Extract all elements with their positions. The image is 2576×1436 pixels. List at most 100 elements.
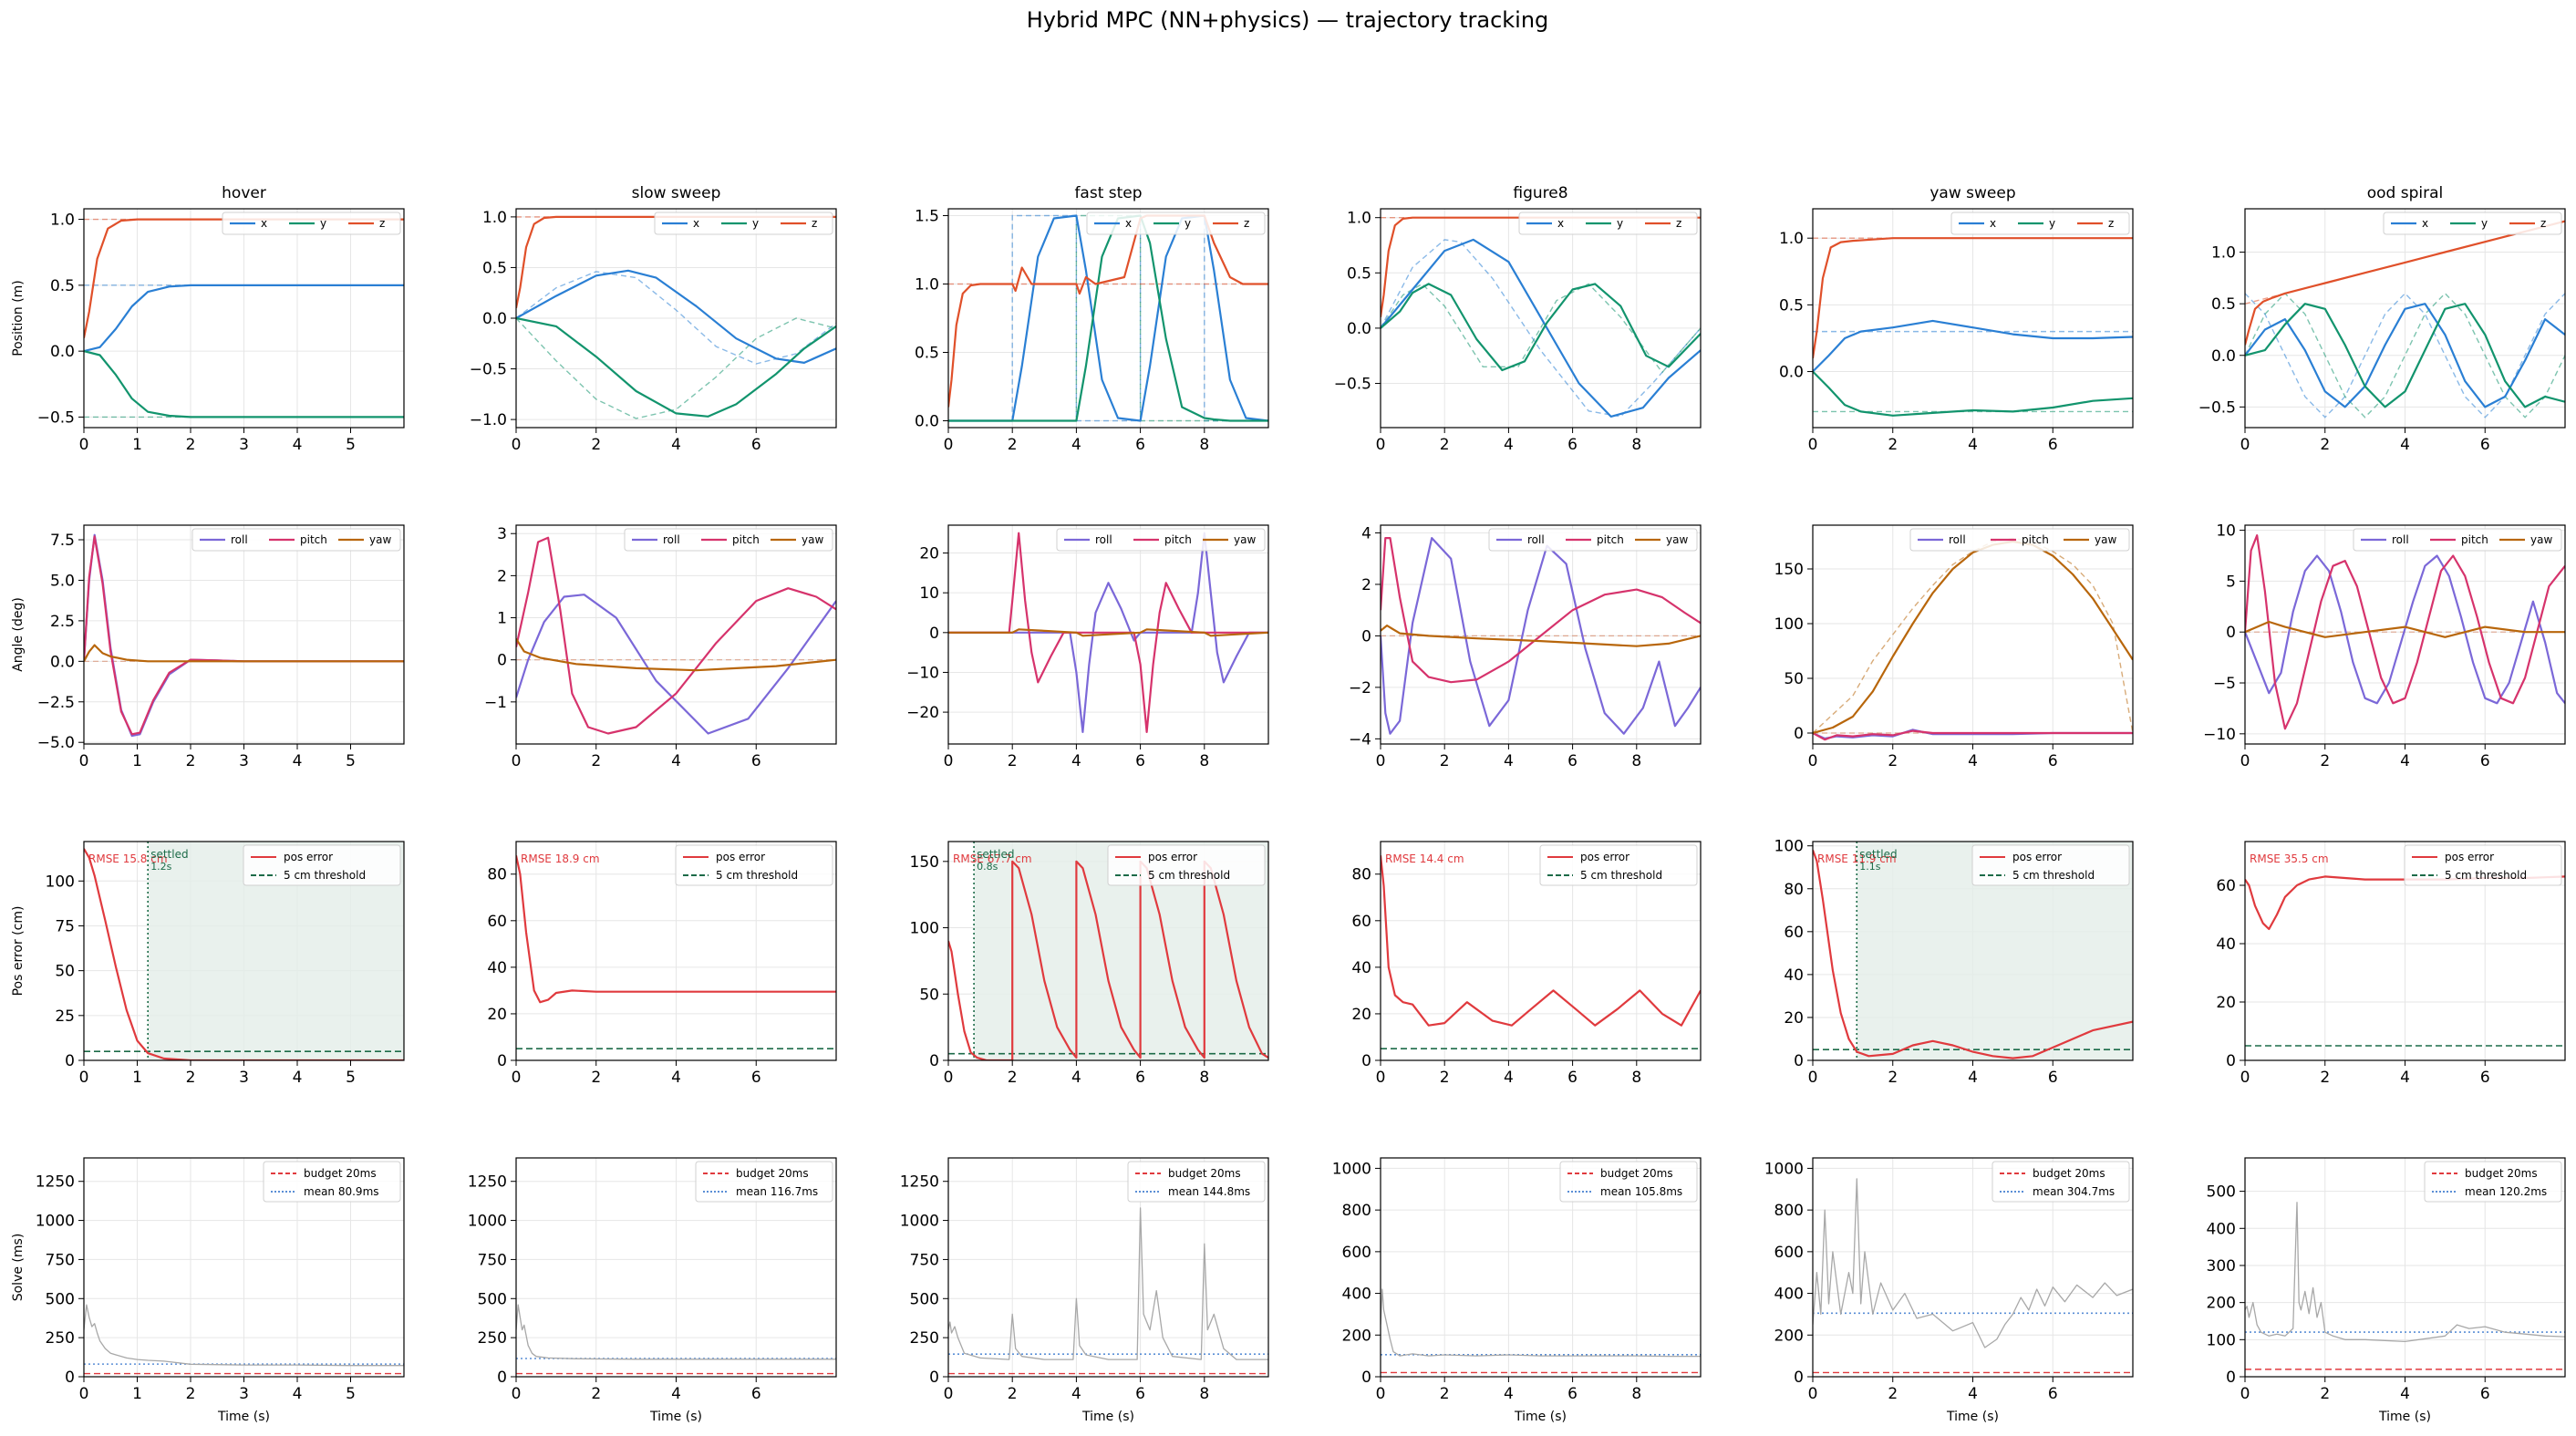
x-tick-label: 4 (1504, 436, 1514, 454)
subplot-angle: 0 2 4 6 8 −20 −10 0 10 20 roll pitch yaw (906, 524, 1269, 770)
x-tick-label: 2 (186, 1385, 196, 1403)
y-tick-label: 7.5 (50, 532, 75, 550)
legend-label-pos-error: pos error (2012, 851, 2062, 863)
settled-annotation: settled (1859, 848, 1897, 861)
plot-area (516, 536, 836, 735)
y-tick-label: 0.0 (50, 653, 75, 671)
legend-label-z: z (1244, 217, 1249, 230)
legend: roll pitch yaw (1488, 528, 1698, 552)
x-tick-label: 3 (239, 752, 249, 770)
x-tick-label: 4 (1071, 436, 1081, 454)
series-line-roll (1381, 537, 1701, 735)
y-tick-label: 500 (910, 1290, 939, 1308)
y-tick-label: 0 (1794, 1369, 1804, 1387)
y-tick-label: 600 (1342, 1244, 1371, 1262)
x-tick-label: 6 (2048, 1385, 2058, 1403)
y-tick-label: 0.5 (50, 277, 75, 295)
series-line-x (84, 284, 404, 353)
legend-label-x: x (261, 217, 267, 230)
subplot-solve: 0 2 4 6 8 0 250 500 750 1000 1250 Time (s) budget 20… (900, 1157, 1269, 1424)
y-tick-label: 0 (497, 1369, 507, 1387)
plot-area (1381, 537, 1701, 735)
y-tick-label: 0 (2226, 1052, 2236, 1070)
reference-line-y (1381, 283, 1701, 374)
series-line-roll (516, 594, 836, 735)
legend-label-5-cm-threshold: 5 cm threshold (284, 869, 366, 882)
x-tick-label: 2 (1440, 752, 1450, 770)
x-tick-label: 6 (1135, 1385, 1145, 1403)
legend-label-mean-144.8ms: mean 144.8ms (1168, 1185, 1250, 1198)
subplot-position: 0 2 4 6 −0.5 0.0 0.5 1.0 x y z (2198, 208, 2566, 454)
y-tick-label: 60 (2216, 877, 2236, 895)
legend-label-y: y (2049, 217, 2055, 230)
x-tick-label: 0 (79, 752, 89, 770)
series-line-pitch (1381, 537, 1701, 684)
plot-area (1813, 537, 2133, 741)
x-tick-label: 2 (1888, 436, 1898, 454)
x-tick-label: 5 (346, 436, 356, 454)
y-tick-label: 0 (497, 1052, 507, 1070)
axes-frame (947, 841, 1269, 1061)
series-line-y (948, 214, 1268, 422)
legend-box (263, 1161, 401, 1203)
y-tick-label: 0 (1361, 1052, 1371, 1070)
y-tick-label: −0.5 (1334, 376, 1371, 394)
legend-box (695, 1161, 833, 1203)
subplot-solve: 0 2 4 6 0 100 200 300 400 500 Time (s) budget 20ms m… (2207, 1157, 2566, 1424)
legend-label-yaw: yaw (369, 533, 391, 546)
series-line-solve (1381, 1288, 1701, 1358)
x-tick-label: 2 (2320, 752, 2330, 770)
legend-label-5-cm-threshold: 5 cm threshold (1148, 869, 1230, 882)
y-tick-label: 0 (929, 1369, 939, 1387)
panel-title: fast step (1074, 184, 1142, 202)
x-tick-label: 6 (1567, 436, 1578, 454)
x-tick-label: 2 (1008, 1385, 1018, 1403)
legend: pos error 5 cm threshold (1539, 844, 1698, 886)
y-tick-label: 0.0 (1347, 320, 1371, 338)
legend-label-z: z (2108, 217, 2114, 230)
plot-area (516, 855, 836, 1050)
x-tick-label: 4 (1968, 1385, 1978, 1403)
series-line-x (948, 214, 1268, 422)
legend-box (675, 844, 833, 886)
x-tick-label: 0 (2240, 436, 2250, 454)
y-tick-label: 80 (1351, 866, 1371, 884)
legend-label-z: z (379, 217, 385, 230)
x-tick-label: 6 (2480, 752, 2490, 770)
y-tick-label: 1000 (468, 1213, 507, 1231)
legend-box (243, 844, 401, 886)
reference-line-x (948, 214, 1268, 422)
panel-title: slow sweep (632, 184, 721, 202)
legend-label-pitch: pitch (732, 533, 760, 546)
y-tick-label: 50 (919, 986, 939, 1004)
y-tick-label: 40 (1351, 959, 1371, 977)
legend-box (191, 528, 401, 552)
y-tick-label: 1.5 (915, 208, 939, 226)
y-tick-label: 1.0 (2211, 244, 2236, 263)
legend-label-y: y (1617, 217, 1623, 230)
legend-label-budget-20ms: budget 20ms (1168, 1167, 1241, 1180)
legend-box (1991, 1161, 2130, 1203)
legend: budget 20ms mean 304.7ms (1991, 1161, 2130, 1203)
y-tick-label: 150 (1774, 561, 1804, 579)
x-tick-label: 0 (79, 1385, 89, 1403)
legend-box (1909, 528, 2130, 552)
y-tick-label: 400 (1342, 1286, 1371, 1304)
legend-label-pos-error: pos error (1148, 851, 1197, 863)
y-tick-label: 500 (478, 1290, 507, 1308)
x-tick-label: 4 (1071, 1069, 1081, 1087)
y-tick-label: 750 (478, 1251, 507, 1269)
y-tick-label: −10 (906, 664, 939, 682)
y-tick-label: 50 (55, 963, 75, 981)
y-tick-label: 0 (65, 1369, 75, 1387)
reference-line-y (516, 317, 836, 419)
x-tick-label: 8 (1631, 1069, 1641, 1087)
y-tick-label: 5 (2226, 573, 2236, 591)
series-line-roll (2245, 554, 2565, 705)
series-line-y (1381, 283, 1701, 372)
y-axis-label: Angle (deg) (11, 597, 26, 672)
x-tick-label: 0 (2240, 1069, 2250, 1087)
legend-label-pitch: pitch (2022, 533, 2049, 546)
y-tick-label: 0 (65, 1052, 75, 1070)
